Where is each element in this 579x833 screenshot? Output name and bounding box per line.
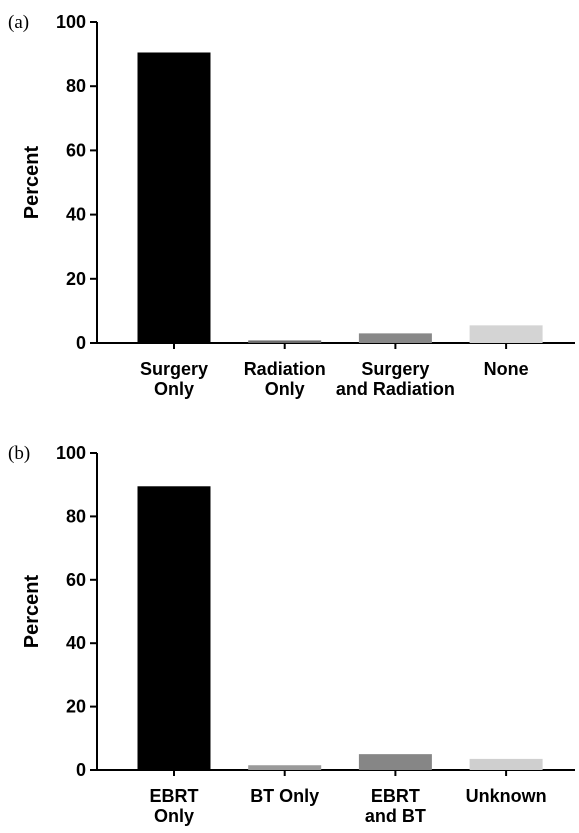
y-tick-label: 40 — [66, 633, 86, 653]
y-tick-label: 100 — [56, 443, 86, 463]
x-tick-label: EBRT Only — [150, 786, 199, 826]
bar — [137, 486, 211, 770]
x-tick-label: BT Only — [250, 786, 319, 806]
y-tick-label: 60 — [66, 570, 86, 590]
bar — [469, 758, 543, 770]
x-tick-label: Unknown — [466, 786, 547, 806]
y-tick-label: 80 — [66, 76, 86, 96]
y-tick-label: 60 — [66, 140, 86, 160]
bar — [248, 340, 322, 343]
x-tick-label: Surgery and Radiation — [336, 359, 455, 399]
x-tick-label: EBRT and BT — [365, 786, 426, 826]
y-axis-label: Percent — [21, 574, 43, 648]
bar — [137, 52, 211, 344]
bar — [358, 754, 432, 770]
panel-label: (b) — [8, 443, 30, 464]
y-tick-label: 0 — [76, 333, 86, 353]
y-tick-label: 100 — [56, 12, 86, 32]
y-axis-label: Percent — [21, 145, 43, 219]
y-tick-label: 20 — [66, 697, 86, 717]
x-tick-label: Radiation Only — [244, 359, 326, 399]
y-tick-label: 20 — [66, 269, 86, 289]
x-tick-label: None — [484, 359, 529, 379]
y-tick-label: 80 — [66, 506, 86, 526]
y-tick-label: 40 — [66, 205, 86, 225]
bar — [469, 325, 543, 343]
y-tick-label: 0 — [76, 760, 86, 780]
bar — [358, 333, 432, 343]
x-tick-label: Surgery Only — [140, 359, 208, 399]
panel-label: (a) — [8, 12, 29, 33]
bar — [248, 765, 322, 770]
